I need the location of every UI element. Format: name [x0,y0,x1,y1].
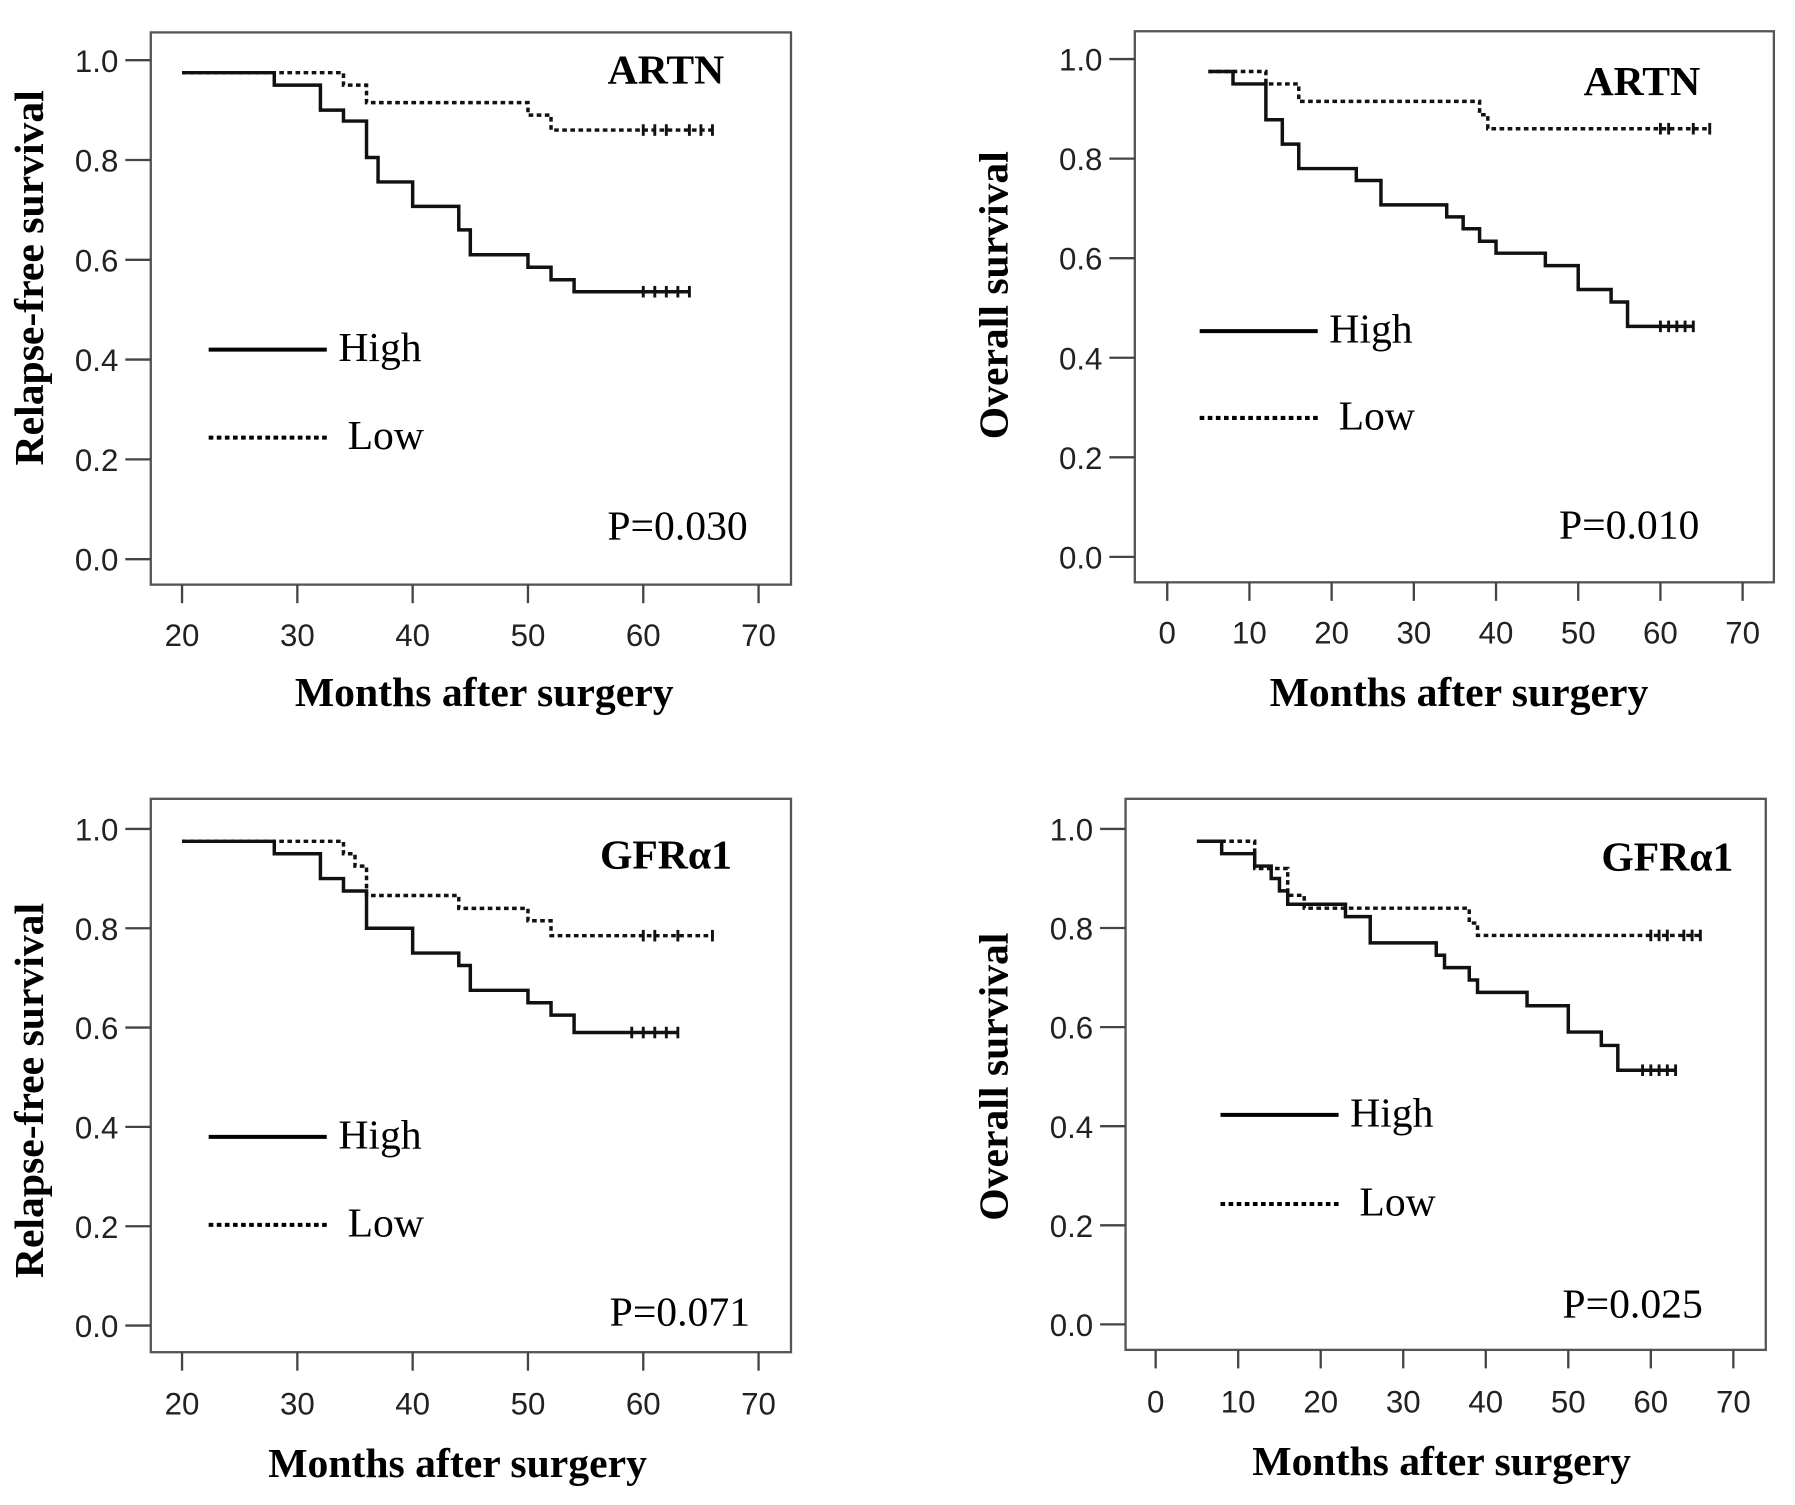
legend-high-label: High [338,325,421,371]
x-tick-label: 20 [1303,1384,1338,1419]
x-tick-label: 40 [1468,1384,1503,1419]
x-tick-label: 30 [280,1387,315,1422]
km-curve-high [182,839,678,1035]
x-tick-label: 40 [395,1387,430,1422]
y-tick-label: 0.2 [75,443,118,478]
x-tick-label: 50 [511,1387,546,1422]
p-value: P=0.025 [1562,1281,1702,1327]
y-axis-label: Overall survival [971,933,1017,1221]
x-tick-label: 50 [1561,616,1596,651]
y-tick-label: 0.6 [75,1011,118,1046]
y-tick-label: 0.6 [1059,242,1102,277]
km-curve-low [182,70,713,132]
x-axis-label: Months after surgery [268,1441,647,1487]
y-tick-label: 0.4 [1059,341,1102,376]
y-axis-label: Overall survival [971,151,1017,439]
x-tick-label: 30 [1386,1384,1421,1419]
x-tick-label: 60 [1633,1384,1668,1419]
y-tick-label: 0.8 [1050,912,1093,947]
x-tick-label: 70 [741,618,776,653]
x-tick-label: 20 [165,1387,200,1422]
panel-1: 0.0 0.2 0.4 0.6 0.8 1.0 20 30 40 50 60 70 Months aft… [7,31,793,716]
x-axis-label: Months after surgery [1252,1439,1631,1485]
plot-frame [1133,30,1776,584]
y-tick-label: 0.8 [75,144,118,179]
km-curve-low [182,839,713,938]
km-curve-low [1208,69,1710,131]
y-tick-label: 1.0 [75,812,118,847]
chart-title: ARTN [608,47,725,93]
y-tick-label: 0.0 [75,543,118,578]
x-tick-label: 60 [1643,616,1678,651]
x-tick-label: 70 [741,1387,776,1422]
chart-title: ARTN [1584,59,1701,105]
y-tick-label: 0.0 [1050,1308,1093,1343]
x-tick-label: 30 [280,618,315,653]
x-tick-label: 50 [511,618,546,653]
legend-high-label: High [1350,1090,1433,1136]
x-tick-label: 20 [1314,616,1349,651]
x-tick-label: 50 [1551,1384,1586,1419]
legend-high-label: High [338,1112,421,1158]
p-value: P=0.030 [607,503,747,549]
y-tick-label: 0.4 [1050,1110,1093,1145]
x-axis-label: Months after surgery [295,670,674,716]
x-tick-label: 0 [1159,616,1176,651]
chart-title: GFRα1 [600,832,732,878]
y-tick-label: 0.2 [1059,441,1102,476]
plot-frame [149,31,793,586]
x-tick-label: 60 [626,1387,661,1422]
y-tick-label: 0.8 [75,912,118,947]
y-tick-label: 1.0 [1059,43,1102,78]
km-curve-high [182,70,690,294]
legend-low-label: Low [348,413,424,459]
plot-frame [149,797,793,1354]
legend-high-label: High [1329,307,1412,353]
y-axis-label: Relapse-free survival [7,90,53,465]
chart-title: GFRα1 [1601,835,1733,881]
y-axis-label: Relapse-free survival [7,903,53,1278]
x-tick-label: 40 [395,618,430,653]
x-tick-label: 30 [1396,616,1431,651]
plot-frame [1124,797,1767,1352]
y-tick-label: 0.4 [75,1110,118,1145]
y-tick-label: 0.8 [1059,142,1102,177]
x-tick-label: 70 [1725,616,1760,651]
y-tick-label: 0.0 [1059,540,1102,575]
x-tick-label: 70 [1716,1384,1751,1419]
panel-3: 0.0 0.2 0.4 0.6 0.8 1.0 20 30 40 50 60 70 Months aft… [7,797,793,1487]
y-tick-label: 0.2 [75,1210,118,1245]
km-curve-high [1208,69,1694,329]
x-tick-label: 0 [1147,1384,1164,1419]
x-tick-label: 10 [1221,1384,1256,1419]
legend-low-label: Low [1339,394,1415,440]
p-value: P=0.071 [610,1290,750,1336]
panel-2: 0.0 0.2 0.4 0.6 0.8 1.0 0 10 20 30 40 50 60 70 Months … [971,30,1776,716]
y-tick-label: 0.6 [1050,1011,1093,1046]
x-tick-label: 40 [1479,616,1514,651]
p-value: P=0.010 [1559,502,1699,548]
legend-low-label: Low [1359,1180,1435,1226]
y-tick-label: 0.6 [75,243,118,278]
x-tick-label: 60 [626,618,661,653]
x-axis-label: Months after surgery [1270,670,1649,716]
y-tick-label: 1.0 [1050,812,1093,847]
y-tick-label: 0.0 [75,1309,118,1344]
panel-4: 0.0 0.2 0.4 0.6 0.8 1.0 0 10 20 30 40 50 60 70 Months … [971,797,1767,1485]
y-tick-label: 1.0 [75,44,118,79]
x-tick-label: 20 [165,618,200,653]
y-tick-label: 0.4 [75,343,118,378]
x-tick-label: 10 [1232,616,1267,651]
y-tick-label: 0.2 [1050,1209,1093,1244]
legend-low-label: Low [348,1200,424,1246]
